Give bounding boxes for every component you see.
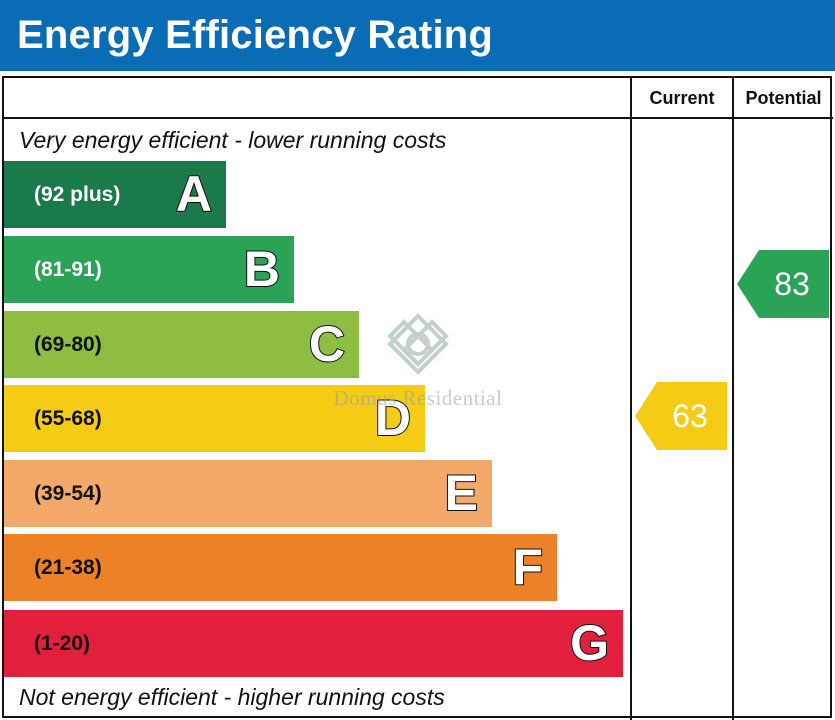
bottom-note: Not energy efficient - higher running co… bbox=[19, 684, 445, 710]
band-range-label: (92 plus) bbox=[34, 183, 121, 206]
watermark-logo-icon bbox=[387, 313, 449, 375]
band-range-label: (1-20) bbox=[34, 632, 91, 655]
current-rating-arrow: 63 bbox=[635, 382, 727, 450]
band-range-label: (69-80) bbox=[34, 333, 102, 356]
potential-column-header: Potential bbox=[745, 88, 822, 108]
watermark: Domus Residential bbox=[318, 312, 518, 412]
current-arrow-shape bbox=[635, 382, 727, 450]
band-a: (92 plus) A bbox=[4, 161, 226, 228]
band-range-label: (21-38) bbox=[34, 556, 102, 579]
chart-title: Energy Efficiency Rating bbox=[17, 13, 494, 57]
potential-column-divider bbox=[732, 76, 734, 720]
band-b: (81-91) B bbox=[4, 236, 294, 303]
band-e: (39-54) E bbox=[4, 460, 492, 527]
current-rating-value: 63 bbox=[672, 398, 708, 434]
current-column-header: Current bbox=[649, 88, 715, 108]
band-letter: G bbox=[569, 614, 610, 672]
potential-rating-value: 83 bbox=[774, 266, 810, 302]
current-column-divider bbox=[630, 76, 632, 720]
header-row-divider bbox=[2, 117, 833, 119]
top-note: Very energy efficient - lower running co… bbox=[19, 127, 447, 153]
title-bar: Energy Efficiency Rating bbox=[0, 0, 835, 71]
band-letter: F bbox=[511, 538, 544, 596]
band-letter: B bbox=[243, 240, 281, 298]
band-c: (69-80) C bbox=[4, 311, 359, 378]
band-d: (55-68) D bbox=[4, 385, 425, 452]
band-range-label: (81-91) bbox=[34, 258, 102, 281]
band-letter: A bbox=[175, 165, 213, 223]
potential-arrow-shape bbox=[737, 250, 829, 318]
band-f: (21-38) F bbox=[4, 534, 557, 601]
band-range-label: (39-54) bbox=[34, 482, 102, 505]
potential-rating-arrow: 83 bbox=[737, 250, 829, 318]
band-letter: C bbox=[308, 315, 346, 373]
band-g: (1-20) G bbox=[4, 610, 623, 677]
band-letter: E bbox=[444, 464, 479, 522]
chart-frame bbox=[2, 76, 832, 718]
band-range-label: (55-68) bbox=[34, 407, 102, 430]
watermark-text: Domus Residential bbox=[333, 386, 503, 410]
band-letter: D bbox=[374, 389, 412, 447]
